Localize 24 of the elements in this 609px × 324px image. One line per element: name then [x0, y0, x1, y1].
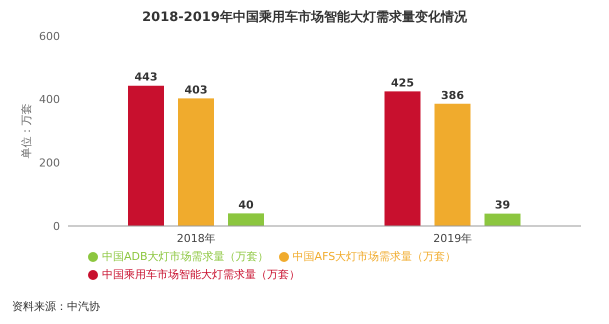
- y-tick-label: 200: [39, 156, 60, 170]
- data-label: 386: [441, 88, 464, 102]
- bar: [384, 91, 420, 226]
- data-label: 39: [494, 198, 510, 212]
- bar: [434, 104, 470, 226]
- data-label: 443: [134, 70, 158, 84]
- legend-label: 中国乘用车市场智能大灯需求量（万套）: [102, 268, 300, 281]
- bar: [178, 98, 214, 226]
- y-tick-label: 0: [53, 220, 60, 233]
- data-label: 403: [184, 83, 208, 96]
- bar: [228, 213, 264, 226]
- x-tick-label: 2019年: [433, 232, 472, 245]
- y-tick-label: 600: [39, 30, 60, 43]
- legend-label: 中国ADB大灯市场需求量（万套）: [102, 250, 269, 263]
- bar: [484, 214, 520, 226]
- legend-label: 中国AFS大灯市场需求量（万套）: [292, 250, 456, 263]
- y-tick-label: 400: [39, 93, 60, 106]
- chart-title: 2018-2019年中国乘用车市场智能大灯需求量变化情况: [141, 8, 468, 26]
- data-label: 425: [391, 76, 414, 90]
- text: 资料来源：中汽协: [12, 299, 100, 314]
- data-label: 40: [238, 198, 254, 212]
- x-tick-label: 2018年: [176, 232, 216, 245]
- y-axis-title: 单位：万套: [20, 104, 33, 158]
- bar: [128, 86, 164, 226]
